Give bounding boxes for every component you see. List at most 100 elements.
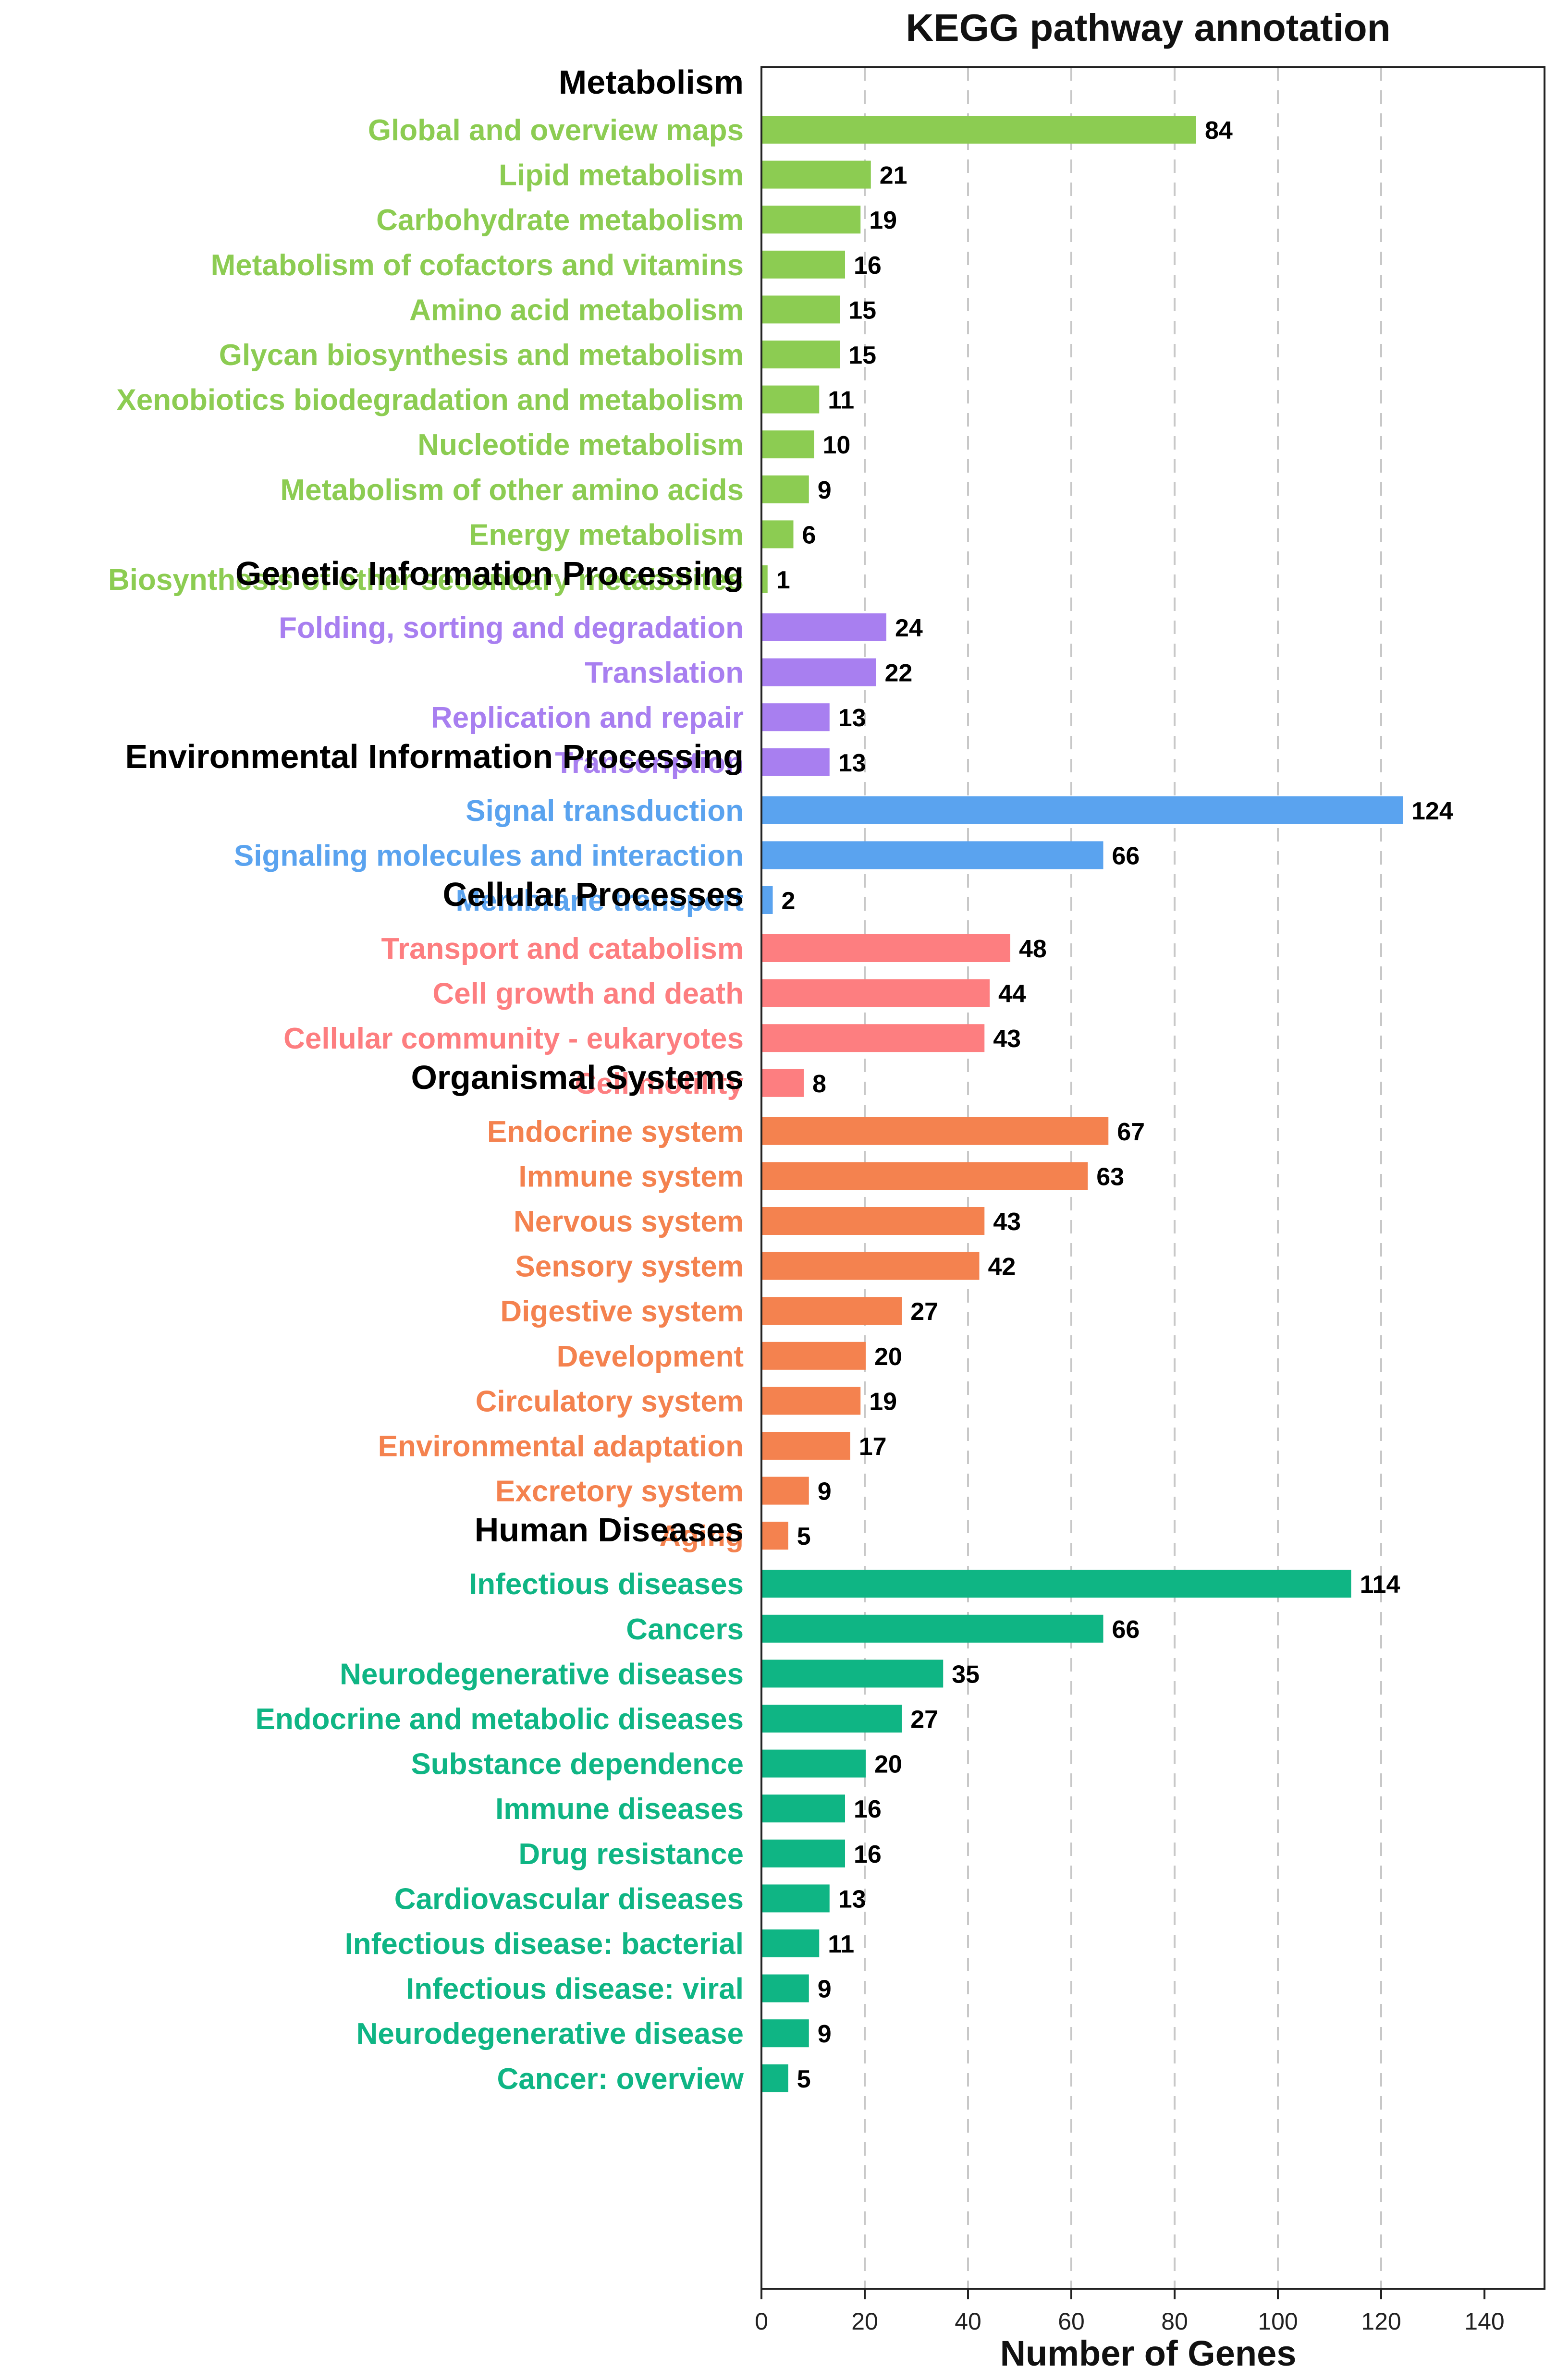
bar: [762, 2019, 809, 2048]
bar: [762, 1794, 845, 1823]
bar: [762, 748, 830, 776]
value-label: 24: [895, 614, 923, 642]
value-label: 27: [910, 1706, 938, 1733]
category-label: Cancers: [626, 1613, 744, 1646]
bar: [762, 1884, 830, 1913]
value-label: 13: [838, 704, 866, 732]
bar: [762, 430, 814, 459]
bar: [762, 886, 773, 914]
category-label: Glycan biosynthesis and metabolism: [219, 339, 744, 372]
category-label: Endocrine system: [487, 1115, 744, 1148]
category-label: Energy metabolism: [469, 518, 744, 551]
bars: [762, 116, 1403, 2092]
value-label: 66: [1112, 842, 1140, 870]
value-label: 66: [1112, 1616, 1140, 1644]
category-label: Xenobiotics biodegradation and metabolis…: [116, 384, 744, 417]
value-label: 21: [880, 162, 907, 190]
value-label: 43: [993, 1208, 1021, 1236]
value-label: 11: [828, 387, 854, 415]
bar: [762, 1477, 809, 1505]
category-label: Amino acid metabolism: [409, 293, 744, 327]
bar: [762, 116, 1196, 144]
x-axis-title: Number of Genes: [1000, 2333, 1297, 2373]
x-tick-label: 80: [1161, 2308, 1188, 2335]
category-label: Substance dependence: [411, 1748, 744, 1781]
category-label: Replication and repair: [431, 701, 744, 734]
value-label: 19: [869, 207, 897, 234]
category-label: Carbohydrate metabolism: [376, 204, 744, 237]
value-label: 11: [828, 1930, 854, 1958]
value-label: 9: [818, 2020, 832, 2048]
bar: [762, 1297, 902, 1325]
category-label: Cancer: overview: [497, 2063, 744, 2096]
bar: [762, 1570, 1351, 1598]
category-label: Signal transduction: [466, 794, 744, 828]
bar: [762, 1024, 985, 1052]
value-label: 22: [885, 659, 913, 687]
group-label: Human Diseases: [475, 1511, 744, 1549]
category-label: Drug resistance: [518, 1838, 744, 1871]
category-label: Neurodegenerative disease: [356, 2017, 744, 2050]
category-label: Signaling molecules and interaction: [234, 839, 744, 872]
value-label: 16: [854, 1795, 882, 1823]
bar: [762, 2064, 788, 2092]
category-label: Cell motility: [575, 1067, 744, 1100]
value-label: 6: [802, 521, 816, 549]
bar: [762, 1387, 861, 1415]
category-label: Lipid metabolism: [499, 159, 744, 192]
bar: [762, 703, 830, 732]
plot-frame: [760, 66, 1545, 2290]
category-label: Aging: [659, 1520, 744, 1553]
category-label: Transport and catabolism: [381, 932, 744, 965]
category-label: Endocrine and metabolic diseases: [256, 1703, 744, 1736]
bar: [762, 1069, 804, 1097]
bar: [762, 1252, 980, 1280]
value-label: 9: [818, 1478, 832, 1506]
category-label: Metabolism of other amino acids: [280, 474, 744, 507]
value-label: 9: [818, 476, 832, 504]
bar: [762, 250, 845, 279]
category-label: Cellular community - eukaryotes: [283, 1022, 744, 1055]
value-label: 84: [1205, 117, 1233, 145]
bar: [762, 1749, 866, 1778]
value-label: 16: [854, 1841, 882, 1868]
value-label: 9: [818, 1976, 832, 2003]
category-label: Infectious diseases: [469, 1568, 744, 1601]
bar: [762, 1614, 1103, 1643]
category-label: Development: [557, 1340, 744, 1373]
category-label: Infectious disease: bacterial: [345, 1928, 744, 1961]
bar: [762, 1117, 1109, 1145]
value-label: 20: [874, 1343, 902, 1371]
value-label: 8: [812, 1070, 826, 1098]
bar: [762, 520, 794, 549]
bar: [762, 1839, 845, 1867]
value-label: 1: [776, 566, 790, 594]
bar: [762, 1660, 944, 1688]
value-label: 44: [998, 980, 1026, 1008]
bar: [762, 1929, 820, 1957]
category-label: Immune system: [518, 1160, 744, 1193]
value-label: 5: [797, 1523, 811, 1550]
category-label: Neurodegenerative diseases: [340, 1658, 744, 1691]
category-label: Biosynthesis of other secondary metaboli…: [108, 563, 744, 597]
x-tick-label: 0: [755, 2308, 768, 2335]
category-label: Environmental adaptation: [378, 1430, 744, 1463]
category-label: Metabolism of cofactors and vitamins: [211, 249, 744, 282]
category-label: Nervous system: [514, 1205, 744, 1238]
bar: [762, 160, 871, 189]
category-label: Global and overview maps: [368, 114, 744, 147]
bar: [762, 1522, 788, 1550]
category-label: Folding, sorting and degradation: [279, 611, 744, 645]
value-label: 114: [1360, 1571, 1400, 1599]
value-label: 2: [782, 887, 796, 915]
value-label: 35: [952, 1660, 980, 1688]
category-label: Membrane transport: [456, 884, 744, 917]
category-label: Sensory system: [515, 1250, 744, 1283]
value-label: 43: [993, 1025, 1021, 1053]
group-label: Metabolism: [559, 63, 744, 101]
category-label: Excretory system: [495, 1475, 744, 1508]
category-label: Circulatory system: [476, 1385, 744, 1418]
bar: [762, 934, 1010, 962]
category-label: Cell growth and death: [432, 977, 744, 1011]
